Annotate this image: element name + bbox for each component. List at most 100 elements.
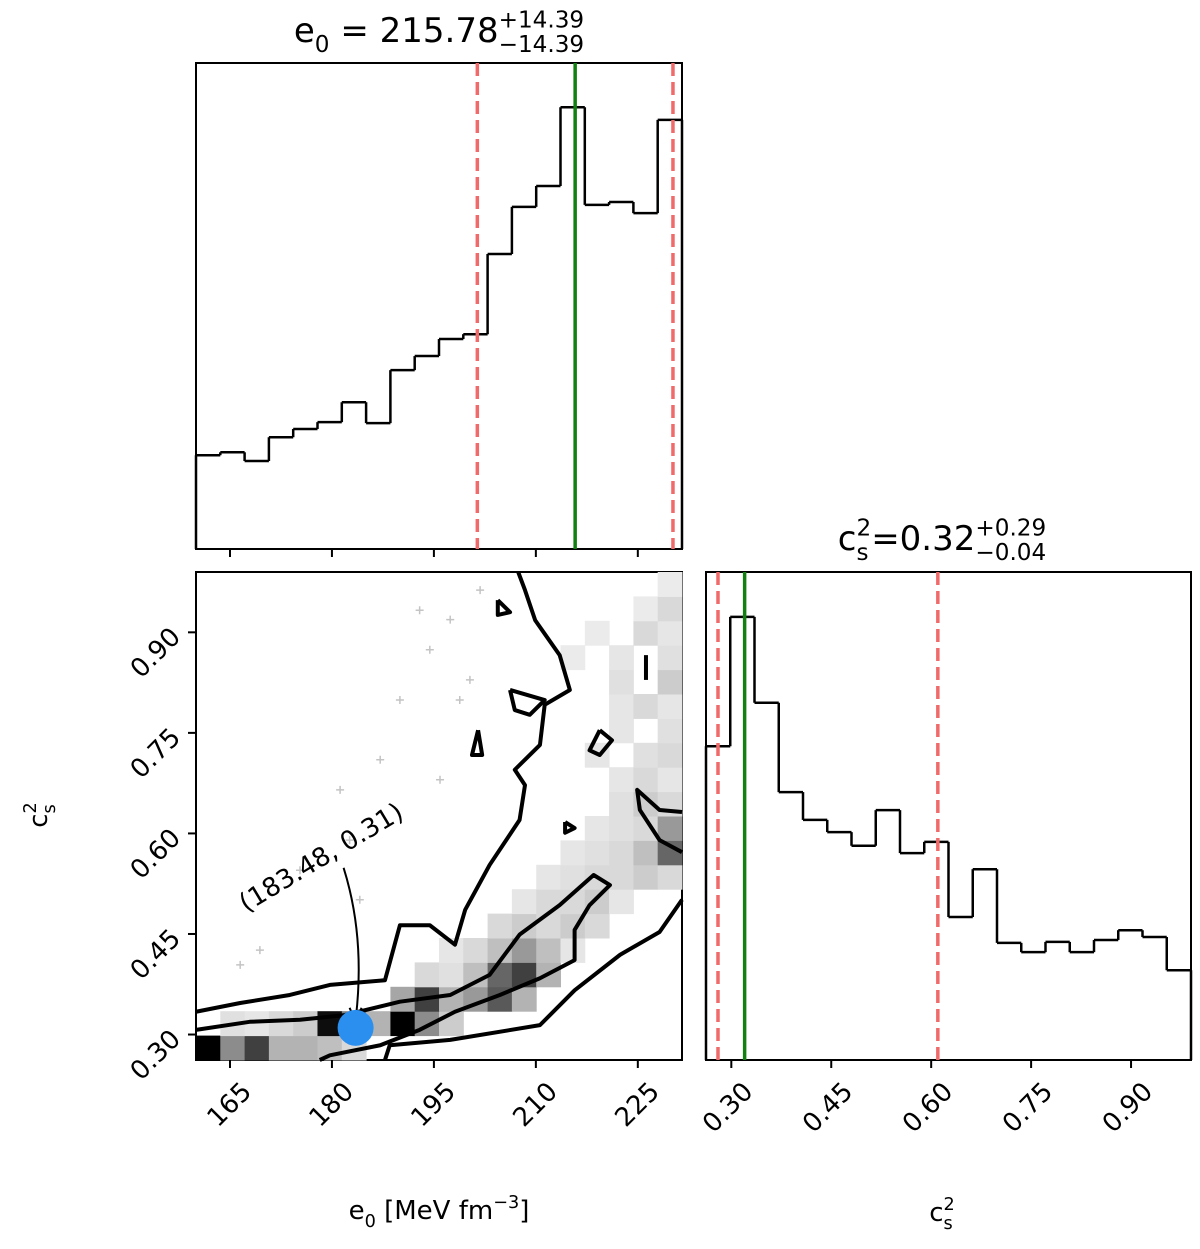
y-tick-label: 0.60: [125, 823, 187, 885]
chart-title-part: =0.32: [871, 519, 975, 559]
density-cell: [657, 816, 683, 841]
sample-point: [255, 946, 264, 955]
y-tick-label: 0.30: [125, 1024, 187, 1086]
chart-title: c s2 =0.32 +0.29−0.04: [838, 516, 1046, 566]
density-cell: [536, 938, 562, 963]
sample-point: [376, 755, 385, 764]
contour: [495, 598, 513, 617]
x-tick-label: 165: [202, 1077, 258, 1133]
x-axis-label: c s2: [929, 1195, 955, 1234]
x-tick-label: 0.45: [797, 1077, 859, 1139]
x-tick-label: 0.90: [1097, 1077, 1159, 1139]
density-cell: [268, 1035, 294, 1061]
annotated-point: [337, 1009, 374, 1046]
density-cell: [293, 1035, 319, 1061]
chart-title-part: = 215.78: [330, 11, 499, 51]
contour: [563, 820, 577, 835]
y-tick-label: 0.90: [125, 622, 187, 684]
density-cell: [268, 1011, 294, 1037]
density-cell: [609, 767, 634, 793]
contour: [469, 729, 485, 757]
density-cell: [609, 840, 634, 866]
density-cell: [244, 1035, 270, 1061]
sample-point: [425, 645, 434, 654]
x-axis-label-part: e: [349, 1196, 365, 1226]
density-cell: [414, 962, 440, 988]
density-cell: [439, 962, 464, 988]
sample-point: [295, 866, 304, 875]
density-cell: [220, 1035, 246, 1061]
x-axis-label-part: −3: [493, 1193, 519, 1213]
contour: [195, 571, 572, 1014]
panel-frame: [195, 62, 683, 550]
density-cell: [609, 669, 634, 695]
sample-point: [415, 606, 424, 615]
sample-point: [395, 696, 404, 705]
annotation-arrow: [342, 867, 360, 1020]
density-cell: [657, 767, 683, 793]
x-axis-label-part: ]: [519, 1196, 529, 1226]
chart-title-part: −14.39: [499, 32, 585, 58]
density-cell: [609, 889, 634, 915]
contour: [635, 787, 683, 854]
chart-title-part: +14.39: [499, 8, 585, 34]
sample-point: [236, 960, 245, 969]
density-cell: [584, 620, 610, 646]
chart-title-part: +0.29: [975, 516, 1046, 542]
x-tick-label: 210: [508, 1077, 564, 1133]
density-cell: [487, 913, 513, 939]
density-cell: [463, 938, 489, 963]
x-tick-label: 195: [406, 1077, 462, 1133]
density-cell: [609, 791, 634, 817]
sample-point: [436, 775, 445, 784]
sample-point: [355, 895, 364, 904]
density-cell: [657, 669, 683, 695]
density-cell: [657, 572, 683, 597]
sample-point: [446, 615, 455, 624]
sample-point: [455, 696, 464, 705]
density-cell: [657, 596, 683, 622]
sample-point: [345, 836, 354, 845]
chart-title-part: s: [856, 540, 868, 566]
density-cell: [633, 864, 659, 890]
y-axis-label-part: s: [40, 804, 60, 813]
sample-point: [476, 586, 485, 595]
density-cell: [293, 1011, 319, 1037]
density-cell: [657, 864, 683, 890]
y-tick-label: 0.45: [125, 924, 187, 986]
sample-point: [465, 675, 474, 684]
density-cell: [584, 816, 610, 841]
contour: [383, 898, 684, 1061]
density-cell: [657, 694, 683, 719]
chart-title-part: 2: [856, 516, 871, 542]
density-cell: [511, 986, 537, 1012]
density-cell: [560, 840, 586, 866]
x-axis-label-part: [MeV fm: [376, 1196, 493, 1226]
density-cell: [633, 620, 659, 646]
density-cell: [584, 840, 610, 866]
x-axis-label-part: c: [929, 1198, 943, 1228]
density-cell: [609, 694, 634, 719]
x-tick-label: 0.30: [697, 1077, 759, 1139]
x-tick-label: 0.60: [897, 1077, 959, 1139]
density-cell: [536, 864, 562, 890]
panel-frame: [705, 571, 1192, 1061]
density-cell: [657, 718, 683, 744]
chart-title-part: −0.04: [975, 540, 1046, 566]
density-cell: [657, 620, 683, 646]
density-cell: [536, 889, 562, 915]
x-axis-label-part: 2: [944, 1195, 955, 1215]
y-tick-label: 0.75: [125, 723, 187, 785]
sample-point: [336, 785, 345, 794]
y-axis-label-part: 2: [21, 802, 41, 813]
contour: [195, 872, 612, 1062]
density-cell: [657, 742, 683, 768]
density-cell: [609, 645, 634, 671]
density-cell: [609, 864, 634, 890]
x-tick-label: 0.75: [997, 1077, 1059, 1139]
density-cell: [633, 840, 659, 866]
density-cell: [633, 694, 659, 719]
density-cell: [511, 889, 537, 915]
